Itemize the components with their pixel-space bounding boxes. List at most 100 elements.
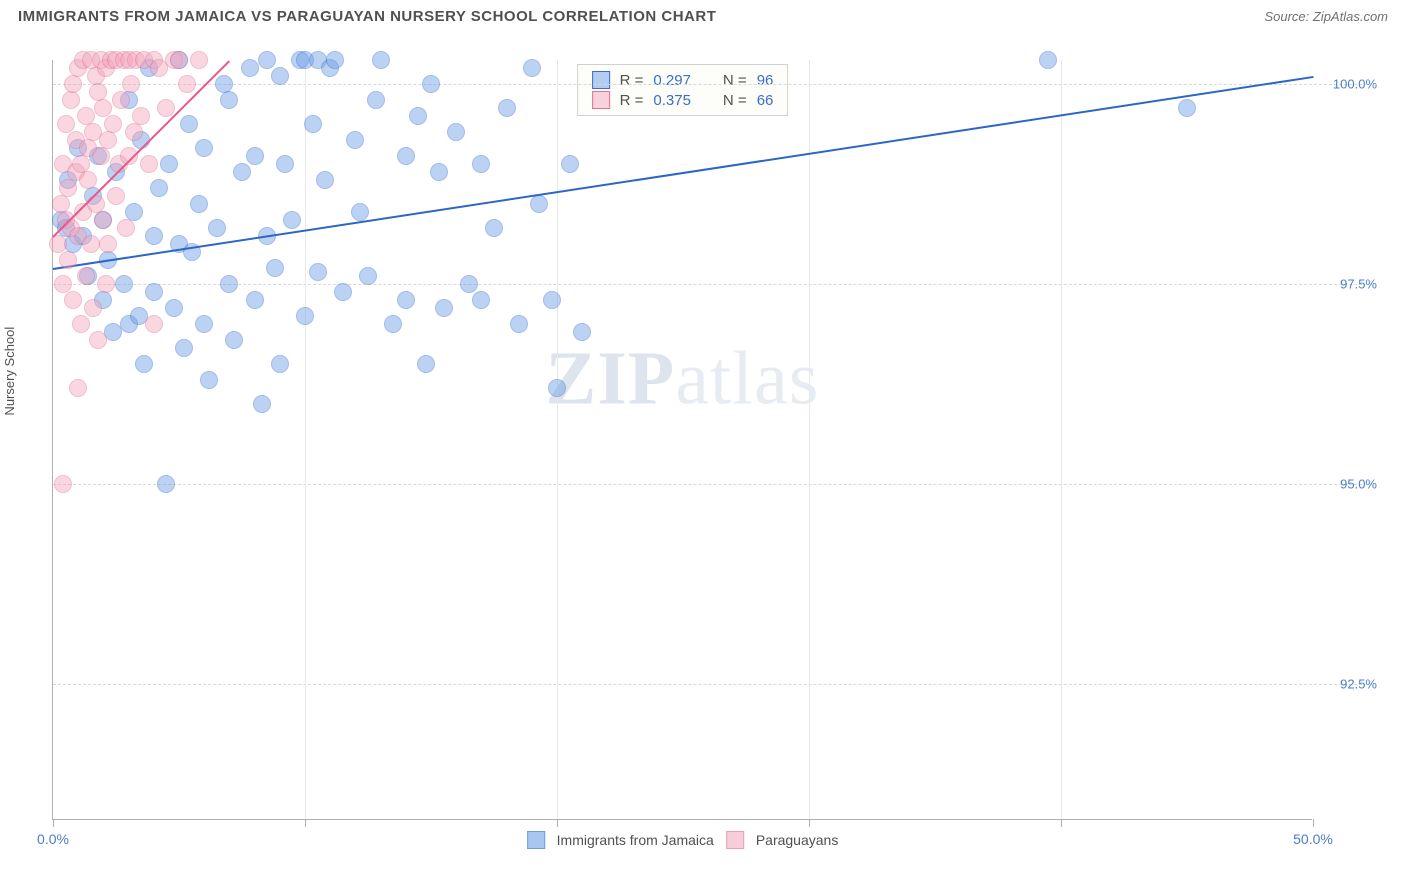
data-point: [135, 51, 153, 69]
data-point: [69, 379, 87, 397]
data-point: [57, 115, 75, 133]
data-point: [530, 195, 548, 213]
data-point: [283, 211, 301, 229]
trend-line: [52, 60, 230, 237]
data-point: [52, 195, 70, 213]
data-point: [94, 211, 112, 229]
stat-r-label: R =: [620, 72, 644, 89]
x-tick-label: 0.0%: [37, 831, 69, 847]
x-tick-label: 50.0%: [1293, 831, 1333, 847]
data-point: [67, 163, 85, 181]
data-point: [64, 291, 82, 309]
stats-legend-box: R = 0.297N = 96R = 0.375N = 66: [577, 64, 789, 116]
data-point: [97, 59, 115, 77]
data-point: [241, 59, 259, 77]
data-point: [107, 51, 125, 69]
legend-swatch: [527, 831, 545, 849]
gridline-v: [809, 60, 810, 819]
data-point: [77, 107, 95, 125]
data-point: [351, 203, 369, 221]
data-point: [145, 283, 163, 301]
data-point: [150, 59, 168, 77]
data-point: [435, 299, 453, 317]
data-point: [135, 355, 153, 373]
data-point: [372, 51, 390, 69]
data-point: [195, 315, 213, 333]
data-point: [74, 51, 92, 69]
data-point: [120, 51, 138, 69]
data-point: [150, 179, 168, 197]
data-point: [510, 315, 528, 333]
data-point: [200, 371, 218, 389]
stat-row: R = 0.375N = 66: [592, 91, 774, 109]
data-point: [165, 51, 183, 69]
data-point: [77, 267, 95, 285]
stat-n-label: N =: [723, 72, 747, 89]
data-point: [67, 131, 85, 149]
data-point: [309, 51, 327, 69]
data-point: [49, 235, 67, 253]
data-point: [127, 51, 145, 69]
data-point: [82, 51, 100, 69]
data-point: [472, 155, 490, 173]
data-point: [195, 139, 213, 157]
data-point: [145, 315, 163, 333]
y-tick-label: 92.5%: [1340, 677, 1377, 692]
watermark: ZIPatlas: [546, 335, 820, 422]
data-point: [54, 155, 72, 173]
data-point: [447, 123, 465, 141]
data-point: [246, 291, 264, 309]
legend-swatch: [592, 91, 610, 109]
data-point: [258, 51, 276, 69]
stat-row: R = 0.297N = 96: [592, 71, 774, 89]
stat-r-value: 0.297: [653, 72, 691, 89]
data-point: [104, 115, 122, 133]
data-point: [89, 331, 107, 349]
data-point: [87, 67, 105, 85]
gridline-v: [557, 60, 558, 819]
data-point: [246, 147, 264, 165]
data-point: [132, 107, 150, 125]
data-point: [89, 83, 107, 101]
data-point: [82, 235, 100, 253]
data-point: [346, 131, 364, 149]
data-point: [498, 99, 516, 117]
data-point: [99, 235, 117, 253]
data-point: [69, 139, 87, 157]
data-point: [276, 155, 294, 173]
data-point: [59, 179, 77, 197]
data-point: [140, 59, 158, 77]
data-point: [79, 267, 97, 285]
data-point: [69, 59, 87, 77]
data-point: [57, 211, 75, 229]
data-point: [266, 259, 284, 277]
watermark-part1: ZIP: [546, 336, 676, 420]
x-tick-mark: [53, 819, 54, 827]
data-point: [79, 171, 97, 189]
data-point: [321, 59, 339, 77]
stat-n-value: 66: [757, 92, 774, 109]
data-point: [472, 291, 490, 309]
gridline-h: [53, 284, 1362, 285]
data-point: [145, 51, 163, 69]
data-point: [94, 211, 112, 229]
data-point: [417, 355, 435, 373]
data-point: [107, 187, 125, 205]
data-point: [99, 131, 117, 149]
data-point: [160, 155, 178, 173]
data-point: [69, 227, 87, 245]
data-point: [59, 171, 77, 189]
data-point: [104, 323, 122, 341]
data-point: [430, 163, 448, 181]
gridline-h: [53, 684, 1362, 685]
stat-r-value: 0.375: [653, 92, 691, 109]
x-tick-mark: [809, 819, 810, 827]
data-point: [190, 51, 208, 69]
data-point: [120, 91, 138, 109]
data-point: [92, 147, 110, 165]
data-point: [89, 147, 107, 165]
data-point: [62, 219, 80, 237]
data-point: [130, 307, 148, 325]
data-point: [397, 291, 415, 309]
data-point: [120, 315, 138, 333]
